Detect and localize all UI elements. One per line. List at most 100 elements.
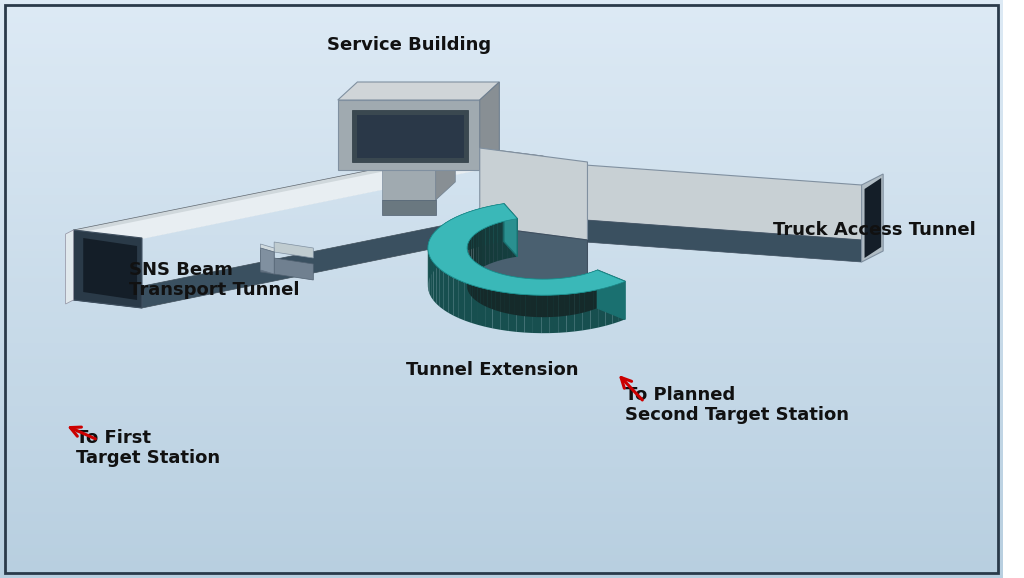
Polygon shape — [550, 295, 558, 333]
Polygon shape — [515, 277, 520, 316]
Polygon shape — [544, 162, 861, 240]
Polygon shape — [429, 239, 430, 280]
Polygon shape — [480, 226, 588, 295]
Polygon shape — [471, 258, 473, 298]
Polygon shape — [591, 290, 598, 329]
Polygon shape — [454, 277, 459, 318]
Polygon shape — [589, 272, 593, 311]
Polygon shape — [429, 256, 431, 297]
Polygon shape — [542, 279, 548, 317]
Polygon shape — [485, 226, 489, 266]
Polygon shape — [471, 235, 474, 276]
Polygon shape — [482, 228, 485, 268]
Polygon shape — [544, 217, 861, 262]
Polygon shape — [260, 244, 274, 252]
Polygon shape — [449, 275, 454, 316]
Polygon shape — [443, 272, 449, 313]
Polygon shape — [471, 285, 478, 325]
Polygon shape — [474, 234, 476, 273]
Polygon shape — [74, 218, 544, 308]
Polygon shape — [473, 260, 475, 300]
Polygon shape — [479, 229, 482, 269]
Polygon shape — [498, 222, 503, 261]
Text: To First
Target Station: To First Target Station — [77, 429, 220, 468]
Polygon shape — [480, 266, 484, 306]
Polygon shape — [861, 174, 883, 262]
Polygon shape — [512, 218, 517, 258]
Polygon shape — [496, 203, 504, 243]
Polygon shape — [598, 288, 605, 328]
Polygon shape — [618, 281, 625, 322]
Polygon shape — [574, 292, 583, 331]
Polygon shape — [469, 240, 470, 280]
Polygon shape — [496, 272, 500, 312]
Polygon shape — [469, 255, 471, 295]
Polygon shape — [477, 264, 480, 303]
Polygon shape — [480, 82, 500, 170]
Polygon shape — [520, 277, 525, 316]
Polygon shape — [428, 203, 625, 295]
Polygon shape — [338, 82, 500, 100]
Polygon shape — [433, 262, 436, 303]
Polygon shape — [459, 280, 465, 321]
Polygon shape — [583, 291, 591, 331]
Polygon shape — [83, 150, 539, 240]
Polygon shape — [451, 217, 456, 258]
Polygon shape — [352, 110, 468, 162]
Polygon shape — [475, 262, 477, 302]
Polygon shape — [564, 277, 569, 316]
Polygon shape — [435, 152, 456, 200]
Polygon shape — [439, 269, 443, 310]
Polygon shape — [487, 269, 492, 309]
Polygon shape — [569, 276, 574, 316]
Polygon shape — [531, 279, 537, 317]
Polygon shape — [83, 238, 137, 300]
Text: Truck Access Tunnel: Truck Access Tunnel — [773, 221, 976, 239]
Text: Tunnel Extension: Tunnel Extension — [407, 361, 579, 379]
Polygon shape — [431, 259, 433, 301]
Polygon shape — [435, 229, 438, 270]
Polygon shape — [436, 266, 439, 307]
Polygon shape — [465, 283, 471, 323]
Polygon shape — [485, 289, 493, 328]
Polygon shape — [612, 284, 618, 324]
Polygon shape — [566, 294, 574, 332]
Polygon shape — [500, 274, 505, 313]
Polygon shape — [484, 268, 487, 307]
Polygon shape — [274, 242, 313, 258]
Polygon shape — [338, 100, 480, 170]
Polygon shape — [74, 230, 142, 308]
Polygon shape — [574, 276, 580, 314]
Polygon shape — [441, 223, 445, 264]
Polygon shape — [462, 212, 468, 253]
Polygon shape — [510, 276, 515, 315]
Text: SNS Beam
Transport Tunnel: SNS Beam Transport Tunnel — [129, 261, 300, 299]
Polygon shape — [468, 210, 474, 250]
Polygon shape — [274, 258, 313, 280]
Polygon shape — [525, 279, 531, 317]
Text: Service Building: Service Building — [328, 36, 492, 54]
Polygon shape — [430, 235, 432, 277]
Polygon shape — [470, 238, 471, 277]
Polygon shape — [585, 273, 589, 312]
Polygon shape — [548, 279, 553, 317]
Polygon shape — [494, 223, 498, 262]
Polygon shape — [432, 232, 435, 273]
Polygon shape — [504, 203, 517, 257]
Polygon shape — [580, 275, 585, 313]
Polygon shape — [480, 148, 588, 240]
Polygon shape — [492, 271, 496, 310]
Polygon shape — [505, 275, 510, 314]
Polygon shape — [524, 295, 532, 333]
Polygon shape — [74, 148, 544, 238]
Polygon shape — [478, 287, 485, 327]
Polygon shape — [488, 205, 496, 244]
Polygon shape — [428, 253, 429, 294]
Polygon shape — [66, 230, 74, 304]
Polygon shape — [501, 292, 508, 331]
Polygon shape — [503, 221, 507, 260]
Polygon shape — [542, 295, 550, 333]
Polygon shape — [445, 220, 451, 261]
Polygon shape — [493, 290, 501, 330]
Polygon shape — [438, 226, 441, 267]
